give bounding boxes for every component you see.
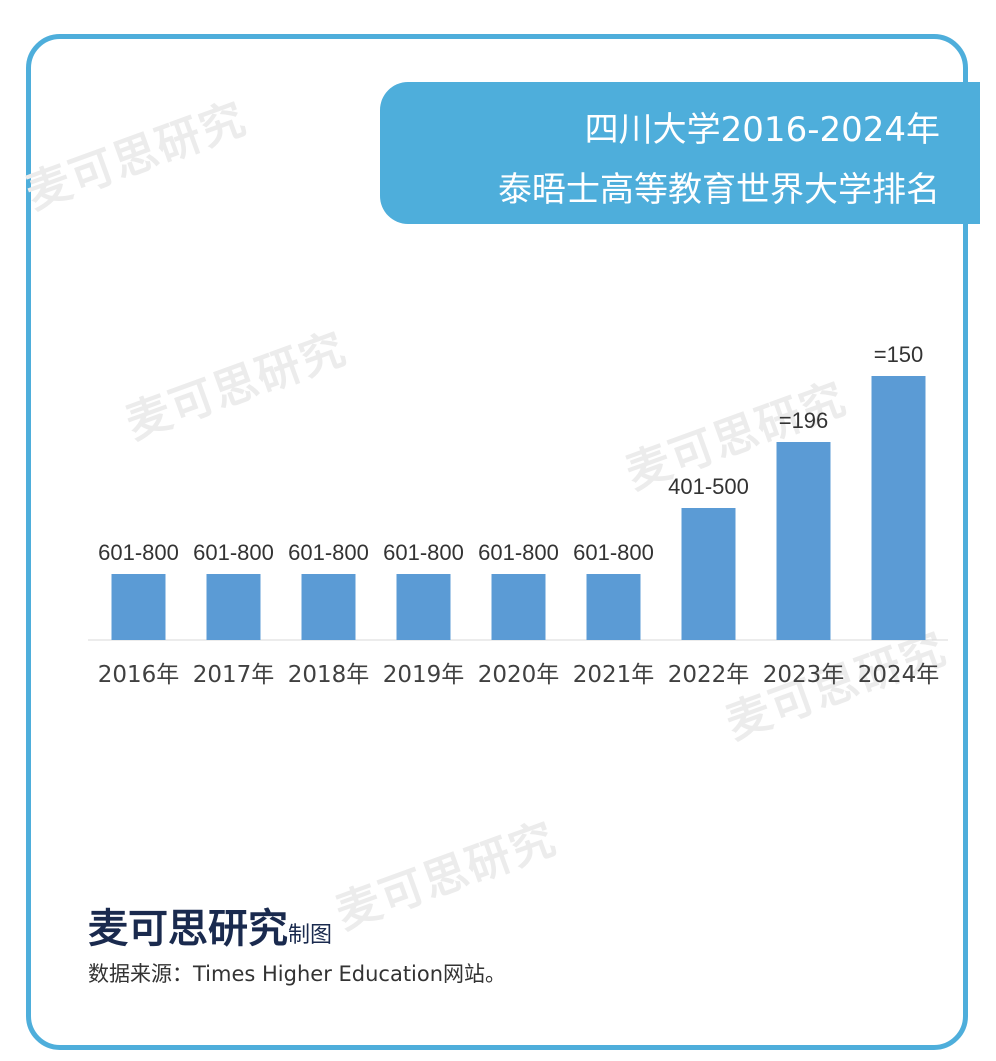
bar: [871, 376, 926, 640]
bar: [301, 574, 356, 640]
data-label: 601-800: [478, 540, 559, 565]
data-label: 601-800: [383, 540, 464, 565]
data-label: 601-800: [193, 540, 274, 565]
data-label: =150: [874, 342, 924, 367]
x-tick-label: 2023年: [763, 662, 845, 688]
chart-title-line-2: 泰晤士高等教育世界大学排名: [498, 170, 940, 210]
bar: [111, 574, 166, 640]
chart-title-banner: 四川大学2016-2024年 泰晤士高等教育世界大学排名: [380, 82, 980, 224]
x-tick-label: 2018年: [288, 662, 370, 688]
data-label: 401-500: [668, 474, 749, 499]
x-tick-label: 2017年: [193, 662, 275, 688]
data-label: 601-800: [573, 540, 654, 565]
brand-suffix: 制图: [288, 923, 333, 948]
bar: [206, 574, 261, 640]
bar: [396, 574, 451, 640]
x-tick-label: 2021年: [573, 662, 655, 688]
bar: [776, 442, 831, 640]
data-label: 601-800: [288, 540, 369, 565]
brand-name: 麦可思研究: [88, 906, 288, 952]
x-tick-label: 2024年: [858, 662, 940, 688]
x-tick-label: 2019年: [383, 662, 465, 688]
x-tick-label: 2016年: [98, 662, 180, 688]
data-source-note: 数据来源：Times Higher Education网站。: [88, 962, 507, 986]
bar: [491, 574, 546, 640]
bar: [681, 508, 736, 640]
x-tick-label: 2020年: [478, 662, 560, 688]
bar: [586, 574, 641, 640]
brand-credit: 麦可思研究制图: [88, 896, 332, 954]
data-label: 601-800: [98, 540, 179, 565]
x-tick-label: 2022年: [668, 662, 750, 688]
chart-title-line-1: 四川大学2016-2024年: [584, 110, 940, 150]
data-label: =196: [779, 408, 829, 433]
